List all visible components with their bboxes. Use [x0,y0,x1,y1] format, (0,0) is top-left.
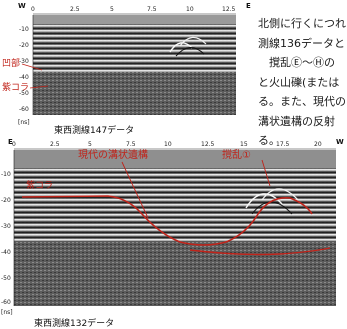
y-tick: -40 [1,249,11,256]
y-tick: -30 [19,58,29,65]
y-tick: -30 [1,223,11,230]
text-line: 溝状遺構の反射 [258,114,335,128]
x-tick: 15 [240,141,248,148]
direction-west: W [18,2,26,10]
x-tick: 7.5 [126,141,136,148]
x-tick: 12.5 [222,6,236,13]
direction-west: W [336,138,344,146]
direction-east: E [8,138,13,146]
y-tick: -50 [19,90,29,97]
text-line: と火山礫(または [258,75,340,89]
x-tick: 10 [164,141,172,148]
x-tick: 17.5 [276,141,290,148]
radargram-132: E W 0 2.5 5 7.5 10 12.5 15 17.5 20 [0,134,347,316]
text-line: る。 [258,134,280,147]
y-tick: -10 [19,26,29,33]
radargram-147: W E 0 2.5 5 7.5 10 12.5 [0,0,256,128]
label-purple-layer: 紫コラ [26,180,53,191]
x-tick: 2.5 [50,141,60,148]
x-tick: 0 [12,141,16,148]
y-tick: -60 [1,299,11,306]
text-line: 測線136データと [258,36,345,50]
x-tick: 2.5 [70,6,80,13]
body-text-column: 北側に行くにつれ 測線136データと 撹乱Ⓔ～Ⓗの と火山礫(または る。また、… [258,14,347,151]
y-tick: -20 [19,42,29,49]
x-tick: 12.5 [201,141,215,148]
radar-image-reflections [33,24,236,72]
x-axis-top: 0 2.5 5 7.5 10 12.5 [31,6,236,15]
caption-147: 東西測線147データ [54,126,135,136]
y-tick: -40 [19,74,29,81]
x-axis-bottom: 0 2.5 5 7.5 10 12.5 15 17.5 20 [12,141,336,150]
x-tick: 7.5 [147,6,157,13]
caption-132: 東西測線132データ [34,319,115,329]
y-axis-bottom: -10 -20 -30 -40 -50 -60 [ns] [1,150,15,316]
x-tick: 5 [110,6,114,13]
y-tick: -20 [1,197,11,204]
y-unit: [ns] [1,309,13,316]
y-tick: -60 [19,106,29,113]
text-line: 撹乱Ⓔ～Ⓗの [258,56,335,69]
x-tick: 20 [314,141,322,148]
x-tick: 5 [88,141,92,148]
text-line: 北側に行くにつれ [258,17,346,30]
deep-boundary-line [189,247,331,256]
label-disturbance: 撹乱① [222,148,251,161]
y-tick: -50 [1,275,11,282]
direction-east: E [246,2,251,10]
y-axis-top: -10 -20 -30 -40 -50 -60 [ns] [18,15,34,126]
label-modern-ditch: 現代の溝状遺構 [78,148,148,161]
y-tick: -10 [1,171,11,178]
radar-image-reflections [14,168,336,242]
x-tick: 10 [186,6,194,13]
layer-boundary-line [21,195,313,246]
x-tick: 0 [31,6,35,13]
label-purple-layer: 紫コラ [2,82,29,93]
text-line: る。また、現代の [258,95,346,108]
y-unit: [ns] [18,119,30,126]
label-dent: 凹部 [2,57,20,69]
